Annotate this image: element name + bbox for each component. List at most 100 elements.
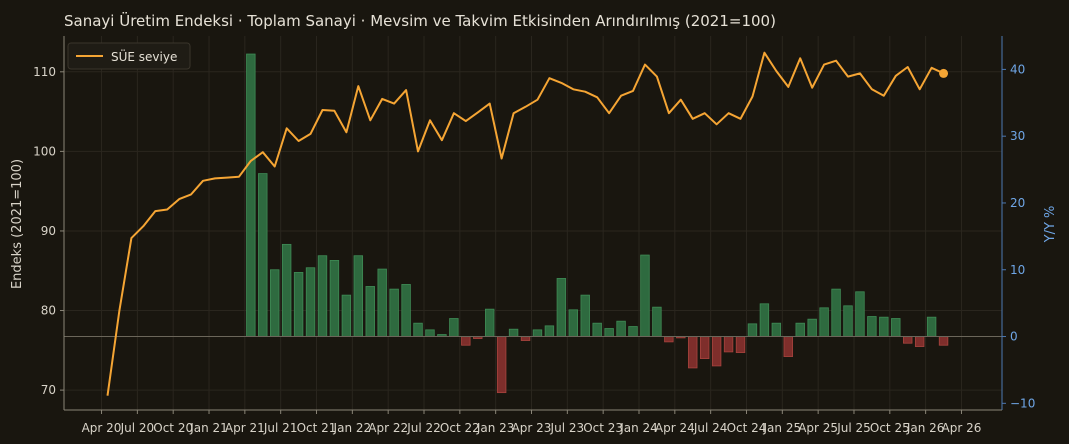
grid [64, 36, 1002, 410]
x-tick-label: Jul 22 [406, 421, 441, 435]
yoy-bar [891, 318, 901, 337]
yoy-bar [532, 329, 543, 337]
x-tick-label: Jan 23 [476, 421, 515, 435]
yoy-bar [341, 294, 352, 337]
x-tick-label: Oct 24 [727, 421, 767, 435]
y-axis-label-right: Y/Y % [1043, 206, 1058, 244]
yoy-bar [628, 326, 638, 337]
x-tick-label: Apr 26 [942, 421, 982, 435]
x-tick-label: Oct 25 [870, 421, 910, 435]
y-tick-label-left: 70 [41, 383, 56, 397]
chart-title: Sanayi Üretim Endeksi · Toplam Sanayi · … [64, 11, 776, 30]
yoy-bar [568, 309, 579, 337]
legend-box [67, 42, 191, 70]
x-tick-label: Jan 21 [189, 421, 228, 435]
x-tick-label: Apr 21 [225, 421, 265, 435]
yoy-bar [747, 323, 758, 337]
yoy-bar [795, 322, 805, 337]
yoy-bar [819, 307, 829, 337]
x-tick-label: Oct 20 [153, 421, 193, 435]
x-tick-label: Jul 20 [120, 421, 155, 435]
yoy-bar [759, 303, 770, 337]
last-point-marker [939, 68, 949, 78]
yoy-bar [520, 336, 531, 341]
yoy-bar [508, 328, 519, 337]
x-tick-label: Oct 23 [583, 421, 623, 435]
x-tick-label: Apr 22 [368, 421, 408, 435]
y-tick-label-left: 80 [41, 304, 56, 318]
yoy-bar [938, 336, 949, 346]
level-series-line [106, 51, 945, 396]
x-tick-label: Jul 21 [263, 421, 298, 435]
y-tick-label-right: 20 [1010, 196, 1025, 210]
yoy-bar [831, 288, 841, 337]
yoy-bar [425, 329, 435, 337]
yoy-bar [867, 316, 877, 337]
yoy-bar [365, 286, 375, 337]
yoy-bar [544, 325, 555, 337]
x-tick-label: Apr 20 [82, 421, 122, 435]
yoy-bar [317, 255, 328, 337]
y-tick-label-left: 110 [33, 65, 56, 79]
yoy-bar [246, 53, 256, 337]
y-axis-label-left: Endeks (2021=100) [10, 159, 25, 289]
yoy-bar [926, 316, 937, 337]
yoy-bar [914, 336, 925, 347]
yoy-bar [556, 278, 567, 337]
yoy-bar [401, 284, 411, 337]
y-tick-label-right: 40 [1010, 62, 1025, 76]
yoy-bar [329, 259, 340, 337]
x-tick-label: Oct 22 [440, 421, 480, 435]
yoy-bar [807, 318, 817, 337]
yoy-bar [723, 336, 734, 353]
yoy-bar [496, 336, 507, 394]
yoy-bar [389, 288, 399, 337]
legend-label: SÜE seviye [111, 48, 177, 64]
yoy-bar [604, 328, 614, 337]
yoy-bar [377, 268, 387, 337]
yoy-bar [270, 269, 280, 337]
yoy-bar [258, 173, 268, 337]
yoy-bar [592, 322, 602, 337]
y-tick-label-right: 30 [1010, 129, 1025, 143]
x-tick-label: Jan 22 [333, 421, 372, 435]
x-tick-label: Jul 24 [693, 421, 728, 435]
y-tick-label-right: 10 [1010, 263, 1025, 277]
y-tick-label-left: 100 [33, 144, 56, 158]
yoy-bar [771, 322, 782, 337]
y-tick-label-left: 90 [41, 224, 56, 238]
yoy-bar [353, 255, 364, 337]
yoy-bar [640, 254, 650, 337]
yoy-bar [879, 316, 889, 337]
yoy-bar [783, 336, 793, 357]
yoy-bar [484, 308, 495, 337]
yoy-bar [843, 305, 853, 337]
x-tick-label: Jan 26 [906, 421, 945, 435]
yoy-bar [449, 318, 459, 337]
x-tick-label: Jan 25 [763, 421, 802, 435]
yoy-bars [246, 53, 949, 394]
x-tick-label: Jan 24 [619, 421, 658, 435]
x-tick-label: Oct 21 [297, 421, 337, 435]
yoy-bar [688, 336, 698, 369]
yoy-bar [699, 336, 710, 359]
yoy-bar [281, 243, 292, 337]
yoy-bar [413, 322, 423, 337]
yoy-bar [903, 336, 913, 344]
x-tick-label: Apr 23 [512, 421, 552, 435]
x-tick-label: Apr 24 [655, 421, 695, 435]
yoy-bar [616, 320, 626, 337]
yoy-bar [580, 294, 590, 337]
level-line [106, 51, 949, 396]
yoy-bar [652, 306, 662, 337]
legend: SÜE seviye [67, 42, 191, 70]
yoy-bar [855, 291, 865, 337]
yoy-bar [461, 336, 471, 346]
x-tick-label: Apr 25 [798, 421, 838, 435]
y-tick-label-right: 0 [1010, 330, 1018, 344]
x-tick-label: Jul 25 [836, 421, 871, 435]
yoy-bar [711, 336, 722, 367]
